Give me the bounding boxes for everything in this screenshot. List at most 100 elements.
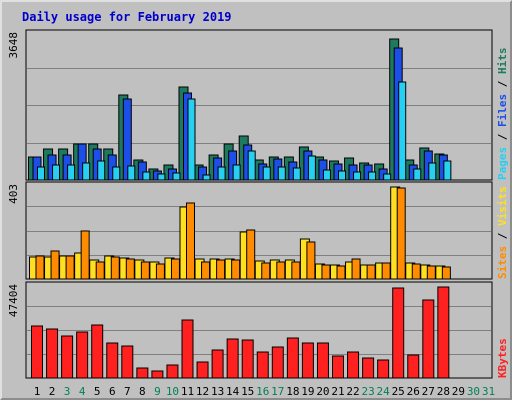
bar-pages-day-7 — [127, 165, 136, 181]
x-tick-label-day-17: 17 — [271, 385, 284, 398]
bar-pages-day-1 — [37, 166, 45, 181]
bar-pages-day-8 — [142, 171, 151, 181]
x-tick-label-day-22: 22 — [346, 385, 359, 398]
bar-kbytes-day-8 — [136, 367, 149, 379]
x-tick-label-day-27: 27 — [422, 385, 435, 398]
bar-pages-day-10 — [172, 172, 181, 181]
x-tick-label-day-18: 18 — [286, 385, 299, 398]
x-tick-label-day-24: 24 — [377, 385, 391, 398]
bar-kbytes-day-4 — [76, 331, 89, 379]
bar-kbytes-day-9 — [151, 370, 164, 379]
bar-kbytes-day-16 — [256, 351, 269, 379]
bar-kbytes-day-27 — [422, 299, 435, 379]
side-legend-visits-sites: Sites / Visits — [496, 182, 509, 279]
side-legend-hits-files-pages: Pages / Files / Hits — [496, 30, 509, 181]
side-legend-kbytes: KBytes — [496, 282, 509, 378]
bar-sites-day-2 — [50, 250, 60, 280]
bar-sites-day-21 — [336, 265, 346, 280]
bar-pages-day-15 — [247, 150, 256, 181]
bar-pages-day-21 — [338, 170, 346, 181]
bar-kbytes-day-3 — [61, 335, 74, 379]
bar-sites-day-11 — [186, 202, 195, 280]
x-tick-label-day-14: 14 — [226, 385, 240, 398]
bar-sites-day-27 — [426, 265, 436, 280]
x-tick-label-day-23: 23 — [361, 385, 374, 398]
bar-kbytes-day-5 — [91, 324, 104, 379]
bar-kbytes-day-28 — [437, 286, 450, 379]
bar-pages-day-19 — [307, 155, 316, 181]
bar-sites-day-28 — [441, 266, 451, 280]
x-tick-label-day-2: 2 — [49, 385, 56, 398]
side-legend-part-hits: Hits — [496, 47, 509, 75]
bar-sites-day-17 — [276, 261, 286, 280]
x-tick-label-day-6: 6 — [109, 385, 116, 398]
bar-pages-day-28 — [443, 160, 452, 181]
side-legend-part-visits: Visits — [496, 186, 509, 226]
bar-pages-day-14 — [232, 164, 241, 181]
bar-kbytes-day-20 — [316, 342, 329, 379]
bar-sites-day-24 — [381, 262, 391, 280]
x-tick-label-day-20: 20 — [316, 385, 329, 398]
bar-kbytes-day-21 — [332, 355, 344, 379]
x-tick-label-day-8: 8 — [139, 385, 146, 398]
bar-kbytes-day-6 — [106, 342, 119, 379]
bar-kbytes-day-12 — [196, 361, 209, 379]
bar-sites-day-25 — [396, 187, 406, 280]
bar-kbytes-day-11 — [181, 319, 194, 379]
bar-sites-day-13 — [216, 259, 226, 280]
bar-pages-day-11 — [187, 98, 196, 181]
x-tick-label-day-12: 12 — [196, 385, 209, 398]
bar-sites-day-8 — [140, 261, 150, 280]
bar-kbytes-day-10 — [166, 364, 179, 379]
panel-1-max-label: 3648 — [7, 32, 20, 59]
bar-kbytes-day-23 — [362, 357, 375, 379]
x-tick-label-day-11: 11 — [181, 385, 194, 398]
bar-sites-day-26 — [411, 263, 421, 280]
x-tick-label-day-31: 31 — [482, 385, 495, 398]
bar-kbytes-day-1 — [31, 325, 43, 379]
bar-pages-day-13 — [217, 166, 226, 181]
bar-pages-day-17 — [277, 166, 286, 181]
side-legend-part-/: / — [496, 127, 509, 147]
bar-sites-day-1 — [35, 255, 45, 280]
x-tick-label-day-9: 9 — [154, 385, 161, 398]
bar-sites-day-12 — [201, 261, 211, 280]
bar-pages-day-9 — [157, 173, 166, 181]
bar-sites-day-7 — [125, 258, 135, 280]
bar-sites-day-16 — [261, 262, 271, 280]
x-tick-label-day-13: 13 — [211, 385, 224, 398]
side-legend-part-sites: Sites — [496, 245, 509, 279]
bar-pages-day-4 — [82, 162, 91, 181]
bar-sites-day-20 — [321, 264, 331, 280]
x-tick-label-day-19: 19 — [301, 385, 314, 398]
bar-sites-day-5 — [95, 261, 105, 280]
x-tick-label-day-26: 26 — [407, 385, 420, 398]
bar-pages-day-16 — [262, 166, 271, 181]
x-tick-label-day-21: 21 — [331, 385, 344, 398]
bar-pages-day-27 — [428, 162, 437, 181]
bar-sites-day-9 — [155, 263, 165, 280]
bar-sites-day-23 — [366, 264, 376, 280]
x-tick-label-day-30: 30 — [467, 385, 480, 398]
bar-pages-day-22 — [353, 171, 362, 181]
side-legend-part-kbytes: KBytes — [496, 338, 509, 378]
panel-2-max-label: 403 — [7, 184, 20, 204]
x-tick-label-day-4: 4 — [79, 385, 86, 398]
bar-pages-day-3 — [67, 164, 76, 181]
x-tick-label-day-7: 7 — [124, 385, 131, 398]
x-tick-label-day-1: 1 — [34, 385, 41, 398]
bar-kbytes-day-17 — [271, 346, 284, 379]
x-tick-label-day-10: 10 — [166, 385, 179, 398]
x-tick-label-day-3: 3 — [64, 385, 71, 398]
bar-pages-day-6 — [112, 166, 121, 181]
bar-pages-day-25 — [398, 81, 407, 181]
bar-kbytes-day-19 — [301, 342, 314, 379]
bar-kbytes-day-7 — [121, 345, 134, 379]
bar-pages-day-20 — [322, 169, 331, 181]
bar-pages-day-26 — [413, 168, 422, 181]
bar-sites-day-4 — [80, 230, 90, 280]
bar-sites-day-6 — [110, 256, 120, 280]
bar-pages-day-23 — [368, 171, 377, 181]
